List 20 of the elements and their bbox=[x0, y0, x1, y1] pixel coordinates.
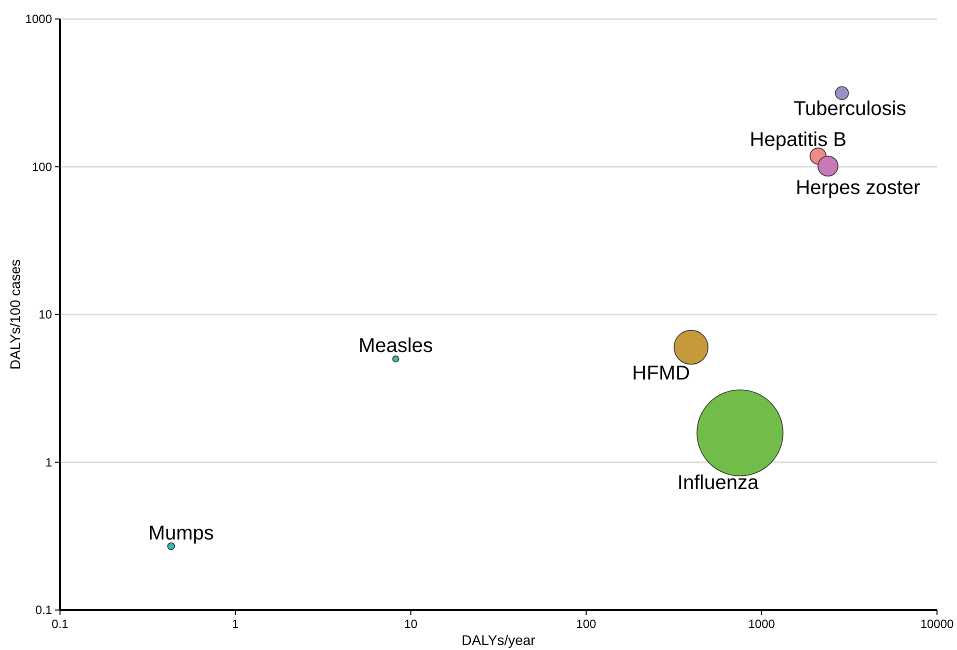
x-tick-label: 10 bbox=[404, 617, 418, 631]
series-label: Measles bbox=[358, 334, 433, 357]
series-label: HFMD bbox=[632, 362, 690, 384]
y-tick-label: 10 bbox=[38, 308, 52, 322]
series-label: Herpes zoster bbox=[796, 177, 921, 200]
series-label: Influenza bbox=[677, 472, 760, 494]
series-label: Hepatitis B bbox=[750, 129, 846, 152]
y-tick-label: 1 bbox=[45, 455, 52, 470]
x-tick-label: 1 bbox=[232, 617, 240, 631]
series-label: Mumps bbox=[148, 522, 214, 544]
y-tick-label: 1000 bbox=[25, 12, 52, 26]
y-axis-title: DALYs/100 cases bbox=[7, 259, 23, 370]
x-tick-label: 1000 bbox=[748, 617, 776, 631]
y-tick-label: 100 bbox=[32, 160, 52, 174]
x-tick-label: 0.1 bbox=[52, 617, 69, 631]
y-tick-label: 0.1 bbox=[35, 603, 52, 617]
x-tick-label: 100 bbox=[576, 617, 597, 631]
x-axis-title: DALYs/year bbox=[462, 632, 536, 648]
x-tick-label: 10000 bbox=[920, 617, 954, 631]
series-label: Tuberculosis bbox=[794, 98, 906, 120]
